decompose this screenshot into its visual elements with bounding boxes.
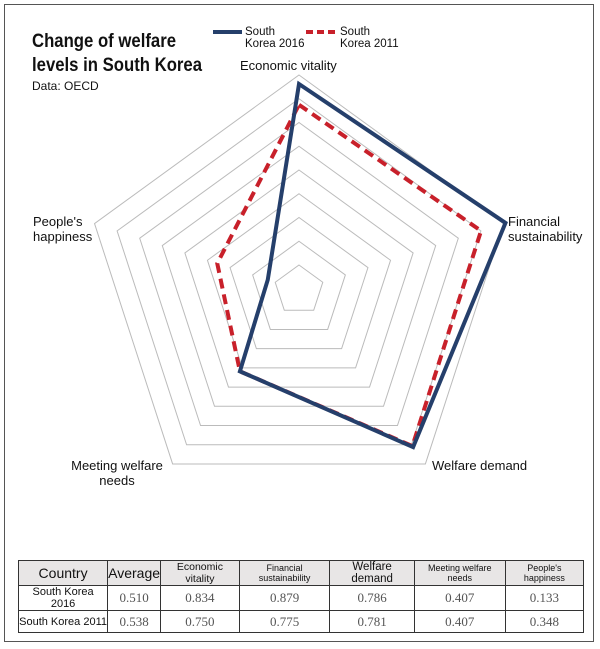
axis-label-financial-sustainability: Financial sustainability	[508, 214, 583, 244]
axis-label-welfare-demand: Welfare demand	[432, 458, 528, 473]
table-header: Average	[107, 560, 162, 586]
chart-frame	[4, 4, 594, 642]
grid-ring	[184, 169, 414, 388]
table-row: South Korea 2016 0.510 0.834 0.879 0.786…	[17, 585, 585, 611]
table-header-row: Country Average Economic vitality Financ…	[17, 560, 585, 586]
table-cell: South Korea 2011	[17, 610, 109, 633]
table-cell: 0.407	[413, 585, 506, 611]
grid-ring	[274, 264, 324, 311]
table-cell: 0.750	[160, 610, 240, 633]
axis-label-peoples-happiness: People's happiness	[33, 214, 93, 244]
series-line-south-korea-2016	[237, 80, 508, 450]
grid-ring	[161, 145, 437, 407]
table-cell: 0.407	[413, 610, 506, 633]
grid-ring	[116, 98, 482, 446]
table-cell: 0.775	[238, 610, 331, 633]
chart-title: Change of welfare levels in South Korea	[32, 31, 203, 76]
grid-ring	[252, 240, 346, 330]
table-cell: 0.538	[107, 610, 162, 633]
table-cell: 0.786	[329, 585, 415, 611]
data-table: Country Average Economic vitality Financ…	[17, 560, 585, 633]
grid-ring	[229, 216, 369, 350]
legend-2011: South Korea 2011	[340, 26, 399, 50]
table-cell: 0.348	[504, 610, 585, 633]
axis-label-economic-vitality: Economic vitality	[240, 58, 337, 73]
chart-source: Data: OECD	[32, 79, 99, 93]
table-header: People's happiness	[504, 560, 585, 586]
table-row: South Korea 2011 0.538 0.750 0.775 0.781…	[17, 610, 585, 633]
table-header: Economic vitality	[160, 560, 240, 586]
table-cell: 0.834	[160, 585, 240, 611]
table-cell: South Korea 2016	[17, 585, 109, 611]
table-header: Financial sustainability	[238, 560, 331, 586]
table-cell: 0.133	[504, 585, 585, 611]
table-header: Welfare demand	[329, 560, 415, 586]
table-cell: 0.879	[238, 585, 331, 611]
series-line-south-korea-2011	[215, 101, 484, 449]
grid-ring	[93, 74, 505, 465]
axis-label-meeting-welfare-needs: Meeting welfare needs	[71, 458, 163, 488]
table-header: Country	[17, 560, 109, 586]
grid-ring	[139, 121, 459, 427]
table-cell: 0.510	[107, 585, 162, 611]
table-header: Meeting welfare needs	[413, 560, 506, 586]
table-cell: 0.781	[329, 610, 415, 633]
legend-2016: South Korea 2016	[245, 26, 305, 50]
